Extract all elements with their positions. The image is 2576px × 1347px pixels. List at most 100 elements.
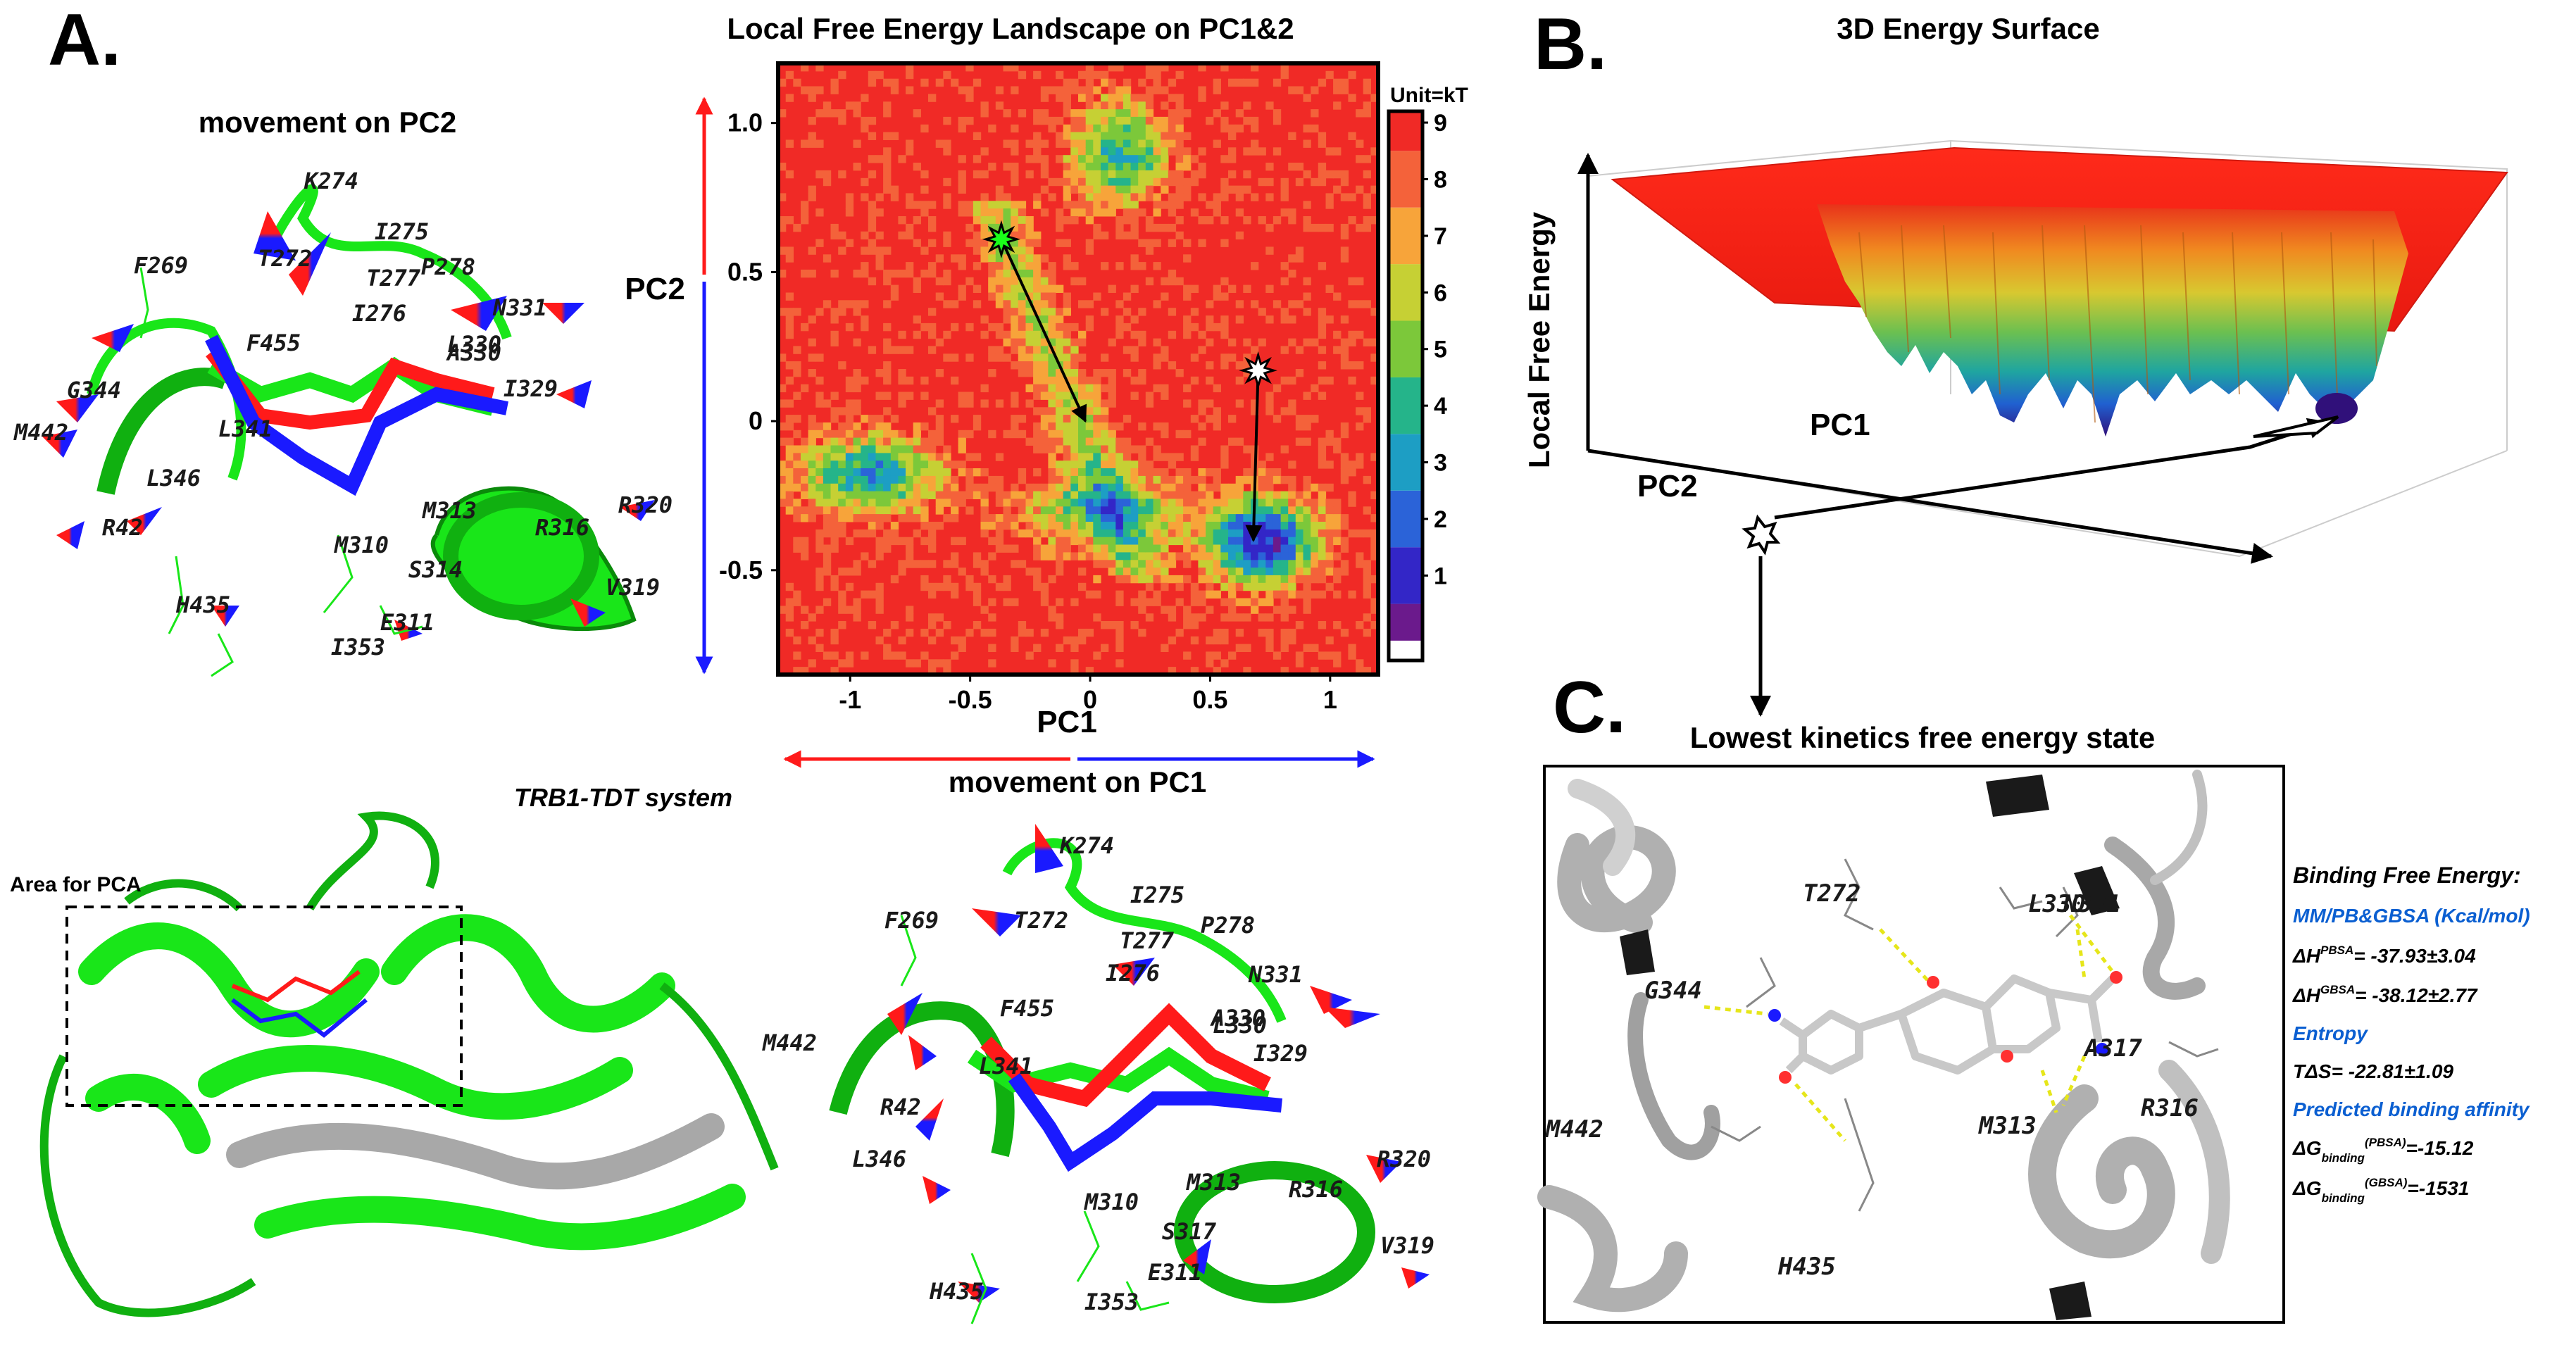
heatmap-cell	[1288, 376, 1296, 385]
heatmap-cell	[980, 239, 989, 247]
heatmap-cell	[1288, 575, 1296, 584]
heatmap-cell	[1048, 300, 1056, 308]
heatmap-cell	[1311, 384, 1319, 393]
heatmap-cell	[1048, 338, 1056, 346]
heatmap-cell	[808, 139, 816, 148]
heatmap-cell	[1175, 514, 1184, 522]
heatmap-cell	[951, 560, 959, 568]
heatmap-cell	[853, 300, 861, 308]
heatmap-cell	[1130, 506, 1139, 515]
heatmap-cell	[861, 231, 869, 240]
heatmap-cell	[1168, 147, 1177, 156]
heatmap-cell	[808, 369, 816, 377]
heatmap-cell	[1340, 430, 1349, 439]
heatmap-cell	[1206, 468, 1214, 477]
residue-label: R316	[535, 514, 589, 541]
heatmap-cell	[1033, 483, 1042, 492]
heatmap-cell	[1168, 560, 1177, 568]
heatmap-cell	[1130, 94, 1139, 102]
heatmap-cell	[943, 659, 951, 668]
heatmap-cell	[943, 621, 951, 629]
heatmap-cell	[1048, 284, 1056, 293]
heatmap-cell	[1168, 208, 1177, 217]
heatmap-cell	[1025, 491, 1034, 499]
heatmap-cell	[1138, 468, 1146, 477]
heatmap-cell	[883, 163, 892, 171]
heatmap-cell	[845, 201, 854, 209]
heatmap-cell	[1311, 667, 1319, 675]
heatmap-cell	[1198, 216, 1206, 225]
heatmap-cell	[815, 644, 824, 652]
heatmap-cell	[1048, 330, 1056, 339]
heatmap-cell	[1056, 338, 1064, 346]
heatmap-cell	[898, 461, 906, 469]
heatmap-cell	[1153, 560, 1161, 568]
heatmap-cell	[1108, 537, 1116, 546]
heatmap-cell	[898, 506, 906, 515]
heatmap-cell	[1243, 78, 1251, 87]
heatmap-cell	[1213, 78, 1221, 87]
heatmap-cell	[1303, 124, 1311, 133]
heatmap-cell	[1258, 537, 1266, 546]
heatmap-cell	[868, 415, 877, 423]
heatmap-cell	[785, 308, 794, 316]
heatmap-cell	[823, 170, 832, 179]
heatmap-cell	[1003, 430, 1011, 439]
heatmap-cell	[1295, 437, 1304, 446]
heatmap-cell	[1190, 613, 1199, 622]
heatmap-cell	[861, 376, 869, 385]
heatmap-cell	[1093, 461, 1101, 469]
heatmap-cell	[1085, 139, 1094, 148]
heatmap-cell	[1288, 560, 1296, 568]
heatmap-cell	[1303, 575, 1311, 584]
heatmap-cell	[1348, 644, 1356, 652]
heatmap-cell	[1243, 147, 1251, 156]
heatmap-cell	[1265, 598, 1274, 606]
heatmap-cell	[1333, 659, 1342, 668]
heatmap-cell	[1363, 582, 1371, 591]
heatmap-cell	[1063, 422, 1071, 431]
heatmap-cell	[1145, 124, 1154, 133]
heatmap-cell	[935, 430, 944, 439]
heatmap-cell	[1303, 483, 1311, 492]
heatmap-cell	[808, 94, 816, 102]
heatmap-cell	[965, 86, 974, 94]
heatmap-cell	[943, 330, 951, 339]
heatmap-cell	[1063, 322, 1071, 332]
heatmap-cell	[1273, 506, 1282, 515]
heatmap-cell	[1025, 292, 1034, 301]
heatmap-cell	[1048, 522, 1056, 530]
heatmap-cell	[1213, 537, 1221, 546]
heatmap-cell	[1115, 330, 1124, 339]
heatmap-cell	[1108, 445, 1116, 453]
heatmap-cell	[1085, 109, 1094, 118]
heatmap-cell	[808, 422, 816, 431]
heatmap-cell	[1056, 330, 1064, 339]
heatmap-cell	[1018, 475, 1027, 484]
heatmap-cell	[1280, 277, 1289, 286]
heatmap-cell	[1040, 322, 1049, 332]
heatmap-cell	[928, 453, 937, 461]
heatmap-cell	[1011, 170, 1019, 179]
heatmap-cell	[1078, 582, 1087, 591]
heatmap-cell	[980, 628, 989, 637]
heatmap-cell	[1123, 491, 1132, 499]
heatmap-cell	[838, 483, 846, 492]
heatmap-cell	[1295, 659, 1304, 668]
heatmap-cell	[1011, 422, 1019, 431]
heatmap-cell	[1161, 63, 1169, 72]
heatmap-cell	[823, 437, 832, 446]
heatmap-cell	[801, 139, 809, 148]
pc1-residue-sticks	[900, 915, 1170, 1324]
heatmap-cell	[898, 537, 906, 546]
heatmap-cell	[1085, 506, 1094, 515]
heatmap-cell	[898, 269, 906, 278]
heatmap-cell	[785, 422, 794, 431]
heatmap-cell	[830, 475, 839, 484]
heatmap-cell	[1123, 193, 1132, 201]
heatmap-cell	[875, 544, 884, 553]
heatmap-cell	[845, 407, 854, 415]
heatmap-cell	[1356, 109, 1364, 118]
heatmap-cell	[1078, 552, 1087, 560]
